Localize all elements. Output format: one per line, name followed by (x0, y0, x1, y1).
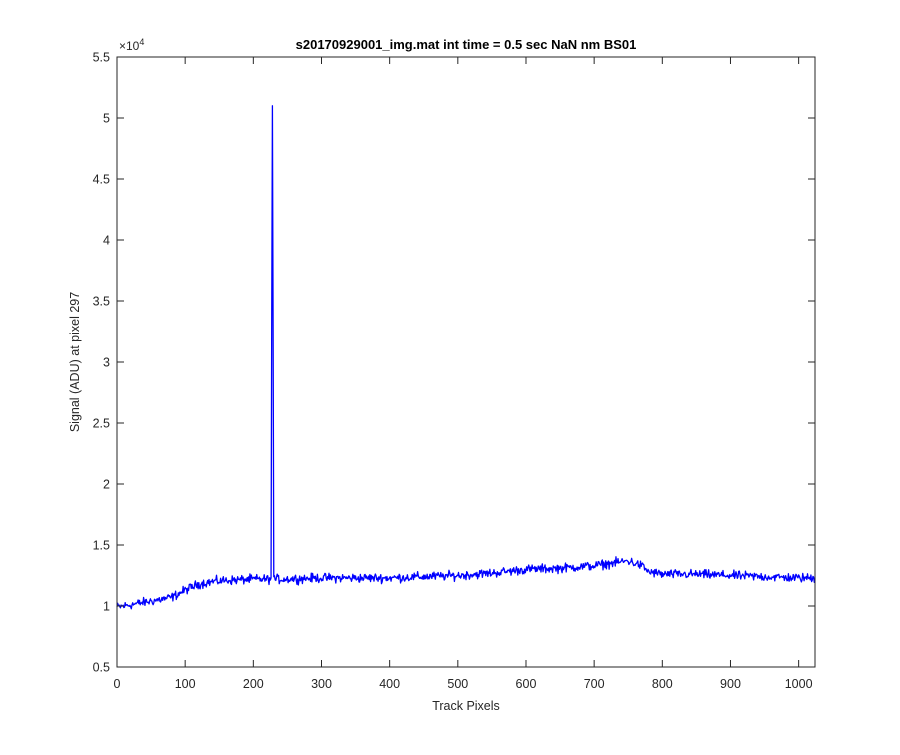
plot-area (117, 57, 815, 667)
y-tick-label: 2 (103, 478, 110, 492)
x-axis-label: Track Pixels (432, 699, 500, 713)
y-tick-label: 2.5 (93, 417, 110, 431)
x-tick-label: 400 (379, 677, 400, 691)
x-tick-label: 100 (175, 677, 196, 691)
y-tick-label: 5.5 (93, 51, 110, 65)
y-tick-label: 3.5 (93, 295, 110, 309)
x-tick-label: 300 (311, 677, 332, 691)
x-tick-label: 0 (114, 677, 121, 691)
y-exponent-base: ×10 (119, 39, 140, 53)
y-tick-label: 1 (103, 600, 110, 614)
y-tick-label: 3 (103, 356, 110, 370)
x-tick-label: 1000 (785, 677, 813, 691)
y-axis-label: Signal (ADU) at pixel 297 (68, 292, 82, 432)
y-tick-label: 1.5 (93, 539, 110, 553)
y-tick-label: 4.5 (93, 173, 110, 187)
x-tick-label: 500 (447, 677, 468, 691)
chart-title: s20170929001_img.mat int time = 0.5 sec … (296, 37, 637, 52)
x-axis-ticks: 0 100 200 300 400 500 600 700 800 900 1000 (114, 57, 813, 691)
x-tick-label: 800 (652, 677, 673, 691)
y-exponent-label: ×104 (119, 37, 144, 53)
signal-line (116, 105, 816, 610)
x-tick-label: 900 (720, 677, 741, 691)
x-tick-label: 200 (243, 677, 264, 691)
y-tick-label: 0.5 (93, 661, 110, 675)
y-exponent-power: 4 (139, 37, 144, 47)
x-tick-label: 700 (584, 677, 605, 691)
y-tick-label: 5 (103, 112, 110, 126)
y-axis-ticks: 0.5 1 1.5 2 2.5 3 3.5 4 4.5 5 5.5 (93, 51, 815, 675)
x-tick-label: 600 (516, 677, 537, 691)
y-tick-label: 4 (103, 234, 110, 248)
series-layer (116, 105, 816, 610)
